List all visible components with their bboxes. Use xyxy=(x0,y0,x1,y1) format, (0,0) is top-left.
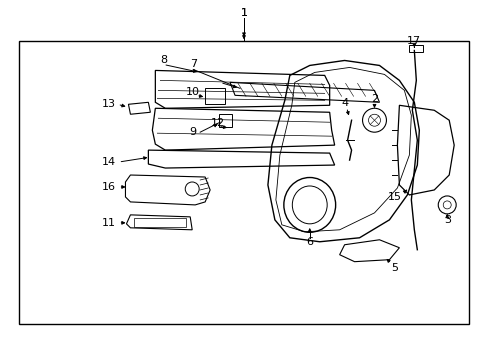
Text: 9: 9 xyxy=(189,127,196,137)
Text: 1: 1 xyxy=(240,8,247,18)
Bar xyxy=(219,114,232,127)
Bar xyxy=(205,88,224,104)
Text: 12: 12 xyxy=(211,118,224,128)
Text: 10: 10 xyxy=(186,87,200,97)
Text: 7: 7 xyxy=(189,59,196,69)
Text: 8: 8 xyxy=(160,55,166,66)
Text: 1: 1 xyxy=(240,8,247,18)
Text: 2: 2 xyxy=(370,94,377,104)
Text: 14: 14 xyxy=(101,157,115,167)
Text: 17: 17 xyxy=(407,36,421,46)
Bar xyxy=(408,45,423,53)
Bar xyxy=(19,41,468,324)
Text: 13: 13 xyxy=(102,99,115,109)
Text: 16: 16 xyxy=(102,182,115,192)
Text: 6: 6 xyxy=(305,237,313,247)
Text: 4: 4 xyxy=(340,98,347,108)
Text: 5: 5 xyxy=(390,263,397,273)
Text: 15: 15 xyxy=(386,192,401,202)
Text: 3: 3 xyxy=(443,215,450,225)
Text: 11: 11 xyxy=(102,218,115,228)
Bar xyxy=(134,218,186,227)
